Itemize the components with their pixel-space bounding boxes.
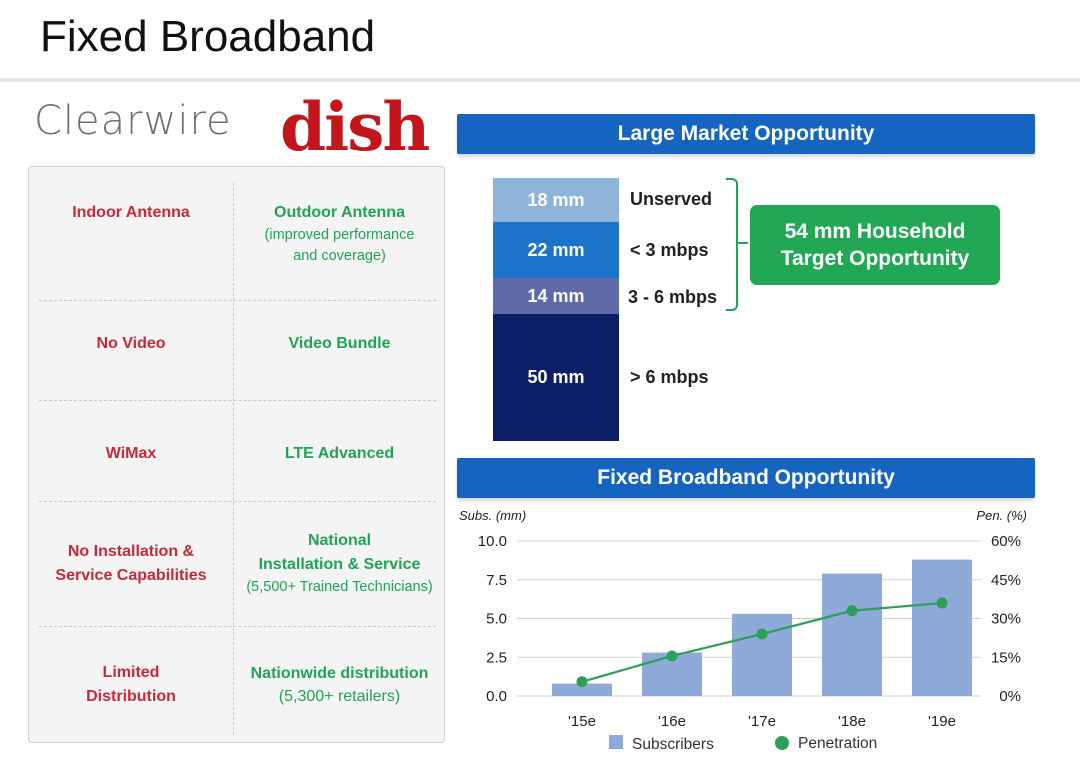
clearwire-feature-antenna: Indoor Antenna <box>72 204 190 221</box>
x-tick-label: '18e <box>838 713 866 730</box>
segment-label-unserved: Unserved <box>630 189 713 209</box>
row-divider <box>39 501 436 502</box>
bar-subscribers <box>822 573 882 696</box>
y-tick-right: 0% <box>999 688 1021 705</box>
target-bracket-tick <box>738 242 748 244</box>
penetration-point <box>936 597 948 609</box>
market-segment-unserved: 18 mm <box>493 178 619 222</box>
row-divider <box>39 400 436 401</box>
penetration-point <box>576 676 588 688</box>
y-tick-left: 2.5 <box>486 649 507 666</box>
x-tick-label: '16e <box>658 713 686 730</box>
bar-subscribers <box>912 559 972 696</box>
dish-feature-video: Video Bundle <box>288 335 391 352</box>
bar-subscribers <box>552 683 612 696</box>
penetration-point <box>756 628 768 640</box>
page-title: Fixed Broadband <box>40 12 376 61</box>
legend-penetration-label: Penetration <box>798 735 877 752</box>
penetration-point <box>846 605 858 617</box>
bar-subscribers <box>732 613 792 696</box>
clearwire-feature-video: No Video <box>96 335 166 352</box>
legend-penetration-swatch <box>775 736 789 750</box>
x-tick-label: '15e <box>568 713 596 730</box>
clearwire-feature-technology: WiMax <box>105 445 157 462</box>
row-divider <box>39 300 436 301</box>
dish-feature-distribution: Nationwide distribution (5,300+ retailer… <box>250 665 429 705</box>
segment-label-under-3mbps: < 3 mbps <box>630 240 709 260</box>
clearwire-feature-distribution: Limited Distribution <box>86 663 176 705</box>
comparison-table: Indoor Antenna Outdoor Antenna (improved… <box>28 166 445 743</box>
target-opportunity-box: 54 mm Household Target Opportunity <box>750 205 1000 285</box>
y-tick-right: 30% <box>991 611 1021 628</box>
row-divider <box>39 626 436 627</box>
target-bracket <box>726 178 738 311</box>
market-segment-3-6mbps: 14 mm <box>493 278 619 314</box>
broadband-chart: Subs. (mm) Pen. (%) 0.0 0% 2.5 15% 5.0 30% 7.5 45… <box>459 508 1027 753</box>
x-tick-label: '19e <box>928 713 956 730</box>
dish-logo: dish <box>280 88 430 166</box>
legend-subscribers-swatch <box>609 735 623 749</box>
x-tick-label: '17e <box>748 713 776 730</box>
y-tick-left: 10.0 <box>478 533 507 550</box>
y-tick-right: 45% <box>991 572 1021 589</box>
dish-feature-antenna: Outdoor Antenna (improved performance an… <box>264 204 415 264</box>
y-tick-left: 0.0 <box>486 688 507 705</box>
y-tick-left: 7.5 <box>486 572 507 589</box>
segment-label-over-6mbps: > 6 mbps <box>630 367 709 387</box>
dish-feature-installation: National Installation & Service (5,500+ … <box>246 532 433 595</box>
clearwire-logo: Clearwire <box>34 98 232 144</box>
market-segment-under-3mbps: 22 mm <box>493 222 619 278</box>
penetration-point <box>666 650 678 662</box>
segment-label-3-6mbps: 3 - 6 mbps <box>628 287 718 307</box>
y-axis-right-title: Pen. (%) <box>976 508 1027 523</box>
y-tick-right: 15% <box>991 649 1021 666</box>
broadband-opportunity-header: Fixed Broadband Opportunity <box>457 458 1035 498</box>
title-divider <box>0 78 1080 82</box>
clearwire-feature-installation: No Installation & Service Capabilities <box>55 542 207 584</box>
market-segment-over-6mbps: 50 mm <box>493 314 619 441</box>
y-axis-left-title: Subs. (mm) <box>459 508 526 523</box>
column-divider <box>233 183 234 735</box>
legend-subscribers-label: Subscribers <box>632 736 714 753</box>
market-opportunity-header: Large Market Opportunity <box>457 114 1035 154</box>
dish-feature-technology: LTE Advanced <box>284 445 395 462</box>
y-tick-left: 5.0 <box>486 611 507 628</box>
y-tick-right: 60% <box>991 533 1021 550</box>
